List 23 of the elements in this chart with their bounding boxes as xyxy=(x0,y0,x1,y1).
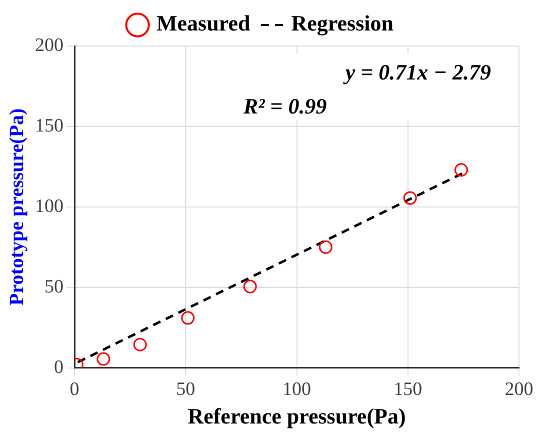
point xyxy=(403,191,417,205)
x-axis-title: Reference pressure(Pa) xyxy=(188,403,406,428)
x-tick-label: 200 xyxy=(504,379,534,400)
point xyxy=(243,280,257,294)
x-tick-label: 50 xyxy=(176,379,196,400)
annotation: y = 0.71x − 2.79 xyxy=(342,60,491,85)
point xyxy=(318,240,332,254)
point xyxy=(454,163,468,177)
point xyxy=(181,311,195,325)
x-tick-label: 150 xyxy=(394,379,422,400)
point xyxy=(96,352,110,366)
x-tick-label: 0 xyxy=(70,379,80,400)
annotation: R² = 0.99 xyxy=(242,94,327,119)
y-tick-label: 150 xyxy=(35,115,64,136)
point xyxy=(133,338,147,352)
y-axis-title: Prototype pressure(Pa) xyxy=(6,108,28,306)
legend-label: Measured xyxy=(156,10,250,36)
y-tick-label: 200 xyxy=(35,34,64,56)
x-tick-label: 100 xyxy=(282,379,311,400)
legend-label: Regression xyxy=(291,10,394,36)
y-tick-label: 0 xyxy=(54,356,64,378)
y-tick-label: 100 xyxy=(35,196,64,217)
y-tick-label: 50 xyxy=(44,276,64,298)
